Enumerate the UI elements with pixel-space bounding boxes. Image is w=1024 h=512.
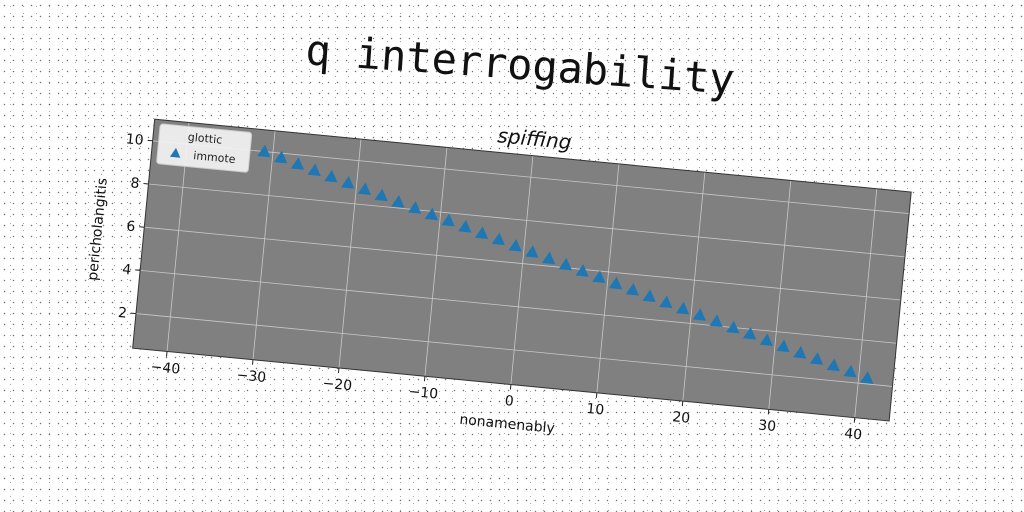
data-point-immote (659, 295, 673, 309)
chart-title: spiffing (497, 123, 573, 154)
x-tick-label: 10 (586, 401, 605, 419)
x-tick-label: −10 (408, 384, 439, 403)
data-point-immote (759, 333, 773, 346)
data-point-immote (826, 358, 840, 372)
data-point-immote (508, 238, 522, 252)
y-axis-ticks: 2 4 6 8 10 (117, 131, 153, 322)
data-point-immote (692, 308, 706, 321)
y-grid-line (152, 140, 910, 215)
data-point-immote (274, 150, 288, 164)
data-point-immote (541, 251, 556, 265)
data-point-immote (726, 320, 740, 334)
data-point-immote (424, 207, 438, 221)
data-point-immote (525, 245, 539, 258)
x-grid-line (682, 172, 706, 402)
x-tick-label: −40 (150, 359, 181, 378)
x-grid-line (596, 163, 620, 393)
data-point-immote (575, 264, 589, 277)
y-grid-line (140, 269, 897, 344)
x-tick-label: −20 (322, 376, 353, 395)
data-point-immote (608, 276, 623, 290)
legend: glottic immote (156, 123, 253, 173)
y-tick-label: 4 (121, 262, 131, 279)
x-grid-line (338, 139, 362, 369)
y-tick-label: 6 (126, 219, 136, 236)
x-tick-label: 30 (758, 417, 777, 435)
x-grid-line (768, 180, 792, 410)
data-point-immote (491, 232, 505, 246)
y-grid-line (135, 313, 893, 387)
data-point-immote (257, 144, 271, 158)
data-point-immote (642, 289, 656, 302)
data-point-immote (324, 169, 338, 183)
data-point-immote (441, 213, 455, 227)
data-point-immote (458, 219, 472, 233)
x-grid-line (510, 155, 534, 385)
x-axis-ticks: −40 −30 −20 −10 0 10 20 30 40 (150, 351, 863, 444)
data-point-immote (558, 257, 572, 271)
data-point-immote (391, 194, 405, 208)
y-grid-line (144, 226, 901, 301)
y-tick-label: 8 (130, 175, 140, 192)
y-tick-label: 2 (117, 305, 127, 322)
data-point-immote (592, 270, 606, 283)
data-point-immote (809, 352, 824, 365)
y-tick-label: 10 (125, 131, 144, 149)
data-point-immote (374, 188, 388, 202)
data-point-immote (307, 163, 321, 177)
legend-title: glottic (187, 130, 223, 146)
x-tick-label: 40 (843, 426, 862, 444)
grid-lines (135, 122, 910, 418)
legend-box (156, 123, 253, 173)
data-point-immote (341, 175, 355, 189)
data-point-immote (625, 282, 639, 296)
x-tick-label: 20 (672, 409, 691, 427)
data-point-immote (357, 182, 371, 196)
x-grid-line (854, 188, 878, 418)
data-point-immote (290, 157, 304, 170)
x-grid-line (252, 130, 276, 360)
legend-marker-immote (169, 147, 181, 158)
chart-area: −40 −30 −20 −10 0 10 20 30 40 2 4 6 8 10 spiffing no… (85, 118, 912, 444)
data-point-immote (709, 314, 723, 327)
data-point-immote (742, 326, 757, 340)
x-axis-label: nonamenably (459, 412, 556, 437)
data-point-immote (793, 345, 807, 359)
data-point-immote (675, 301, 690, 315)
data-point-immote (843, 364, 857, 378)
data-point-immote (860, 371, 874, 384)
data-point-immote (407, 201, 422, 214)
data-point-immote (776, 339, 790, 353)
x-grid-line (424, 147, 448, 377)
legend-label-immote: immote (193, 149, 237, 166)
data-point-immote (474, 226, 489, 239)
data-markers (257, 144, 874, 384)
y-axis-label: pericholangitis (85, 177, 111, 281)
y-grid-line (148, 183, 905, 258)
x-tick-label: 0 (504, 393, 514, 410)
x-tick-label: −30 (236, 367, 267, 386)
